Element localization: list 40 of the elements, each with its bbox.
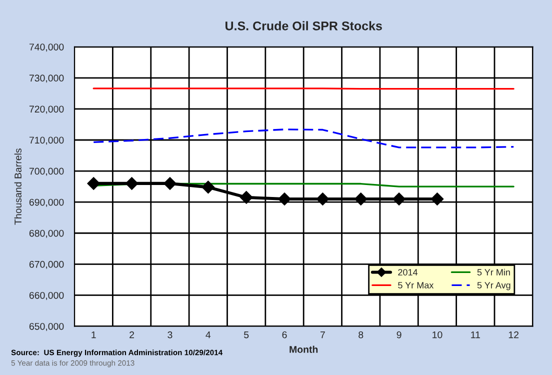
- x-axis-title: Month: [290, 346, 318, 353]
- point: [164, 177, 176, 190]
- y-tick-label: 650,000: [29, 322, 64, 332]
- y-tick-label: 680,000: [29, 230, 64, 238]
- x-tick-label: 7: [320, 331, 325, 338]
- legend-label: 5 Yr Max: [398, 282, 434, 288]
- point: [125, 177, 138, 190]
- x-tick-label: 3: [168, 331, 172, 338]
- y-tick-label: 740,000: [29, 44, 64, 52]
- x-tick-label: 10: [432, 331, 442, 338]
- x-tick-label: 4: [206, 331, 211, 338]
- point: [316, 192, 330, 206]
- x-tick-label: 1: [92, 331, 96, 338]
- x-tick-label: 6: [282, 331, 287, 338]
- y-tick-label: 720,000: [29, 106, 64, 114]
- y-tick-label: 700,000: [29, 168, 64, 176]
- y-tick-label: 670,000: [29, 260, 64, 269]
- point: [354, 192, 368, 206]
- legend-label: 5 Yr Avg: [477, 282, 510, 290]
- legend-label: 5 Yr Min: [477, 268, 510, 276]
- y-tick-label: 660,000: [29, 292, 64, 300]
- y-tick-label: 710,000: [29, 136, 64, 145]
- line-series: [92, 128, 514, 148]
- point: [202, 180, 215, 194]
- x-tick-label: 11: [471, 331, 480, 338]
- y-axis-title: Thousand Barrels: [14, 148, 22, 225]
- y-tick-label: 690,000: [29, 198, 64, 207]
- x-tick-label: 5: [244, 331, 249, 338]
- point: [240, 191, 253, 204]
- point: [87, 177, 100, 190]
- x-tick-label: 2: [130, 331, 134, 338]
- point: [392, 192, 406, 206]
- x-tick-label: 8: [358, 331, 364, 338]
- x-tick-label: 12: [508, 331, 519, 338]
- legend-label: 2014: [398, 269, 418, 276]
- y-tick-label: 730,000: [29, 74, 64, 83]
- chart-title: U.S. Crude Oil SPR Stocks: [226, 21, 382, 30]
- point: [278, 192, 291, 206]
- x-tick-label: 9: [396, 331, 402, 338]
- point: [430, 192, 444, 206]
